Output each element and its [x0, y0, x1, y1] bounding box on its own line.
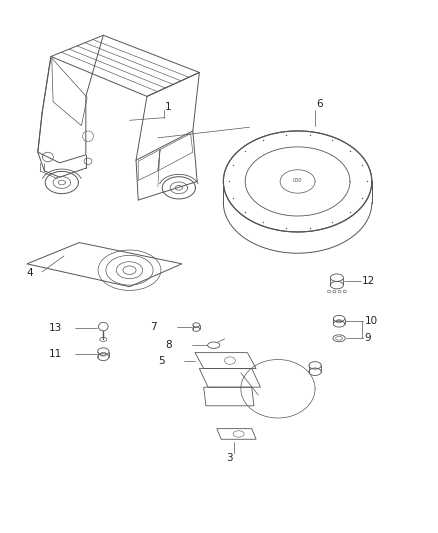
Text: 3: 3: [226, 453, 233, 463]
Text: 11: 11: [49, 349, 62, 359]
Text: 4: 4: [27, 269, 34, 278]
Text: 7: 7: [150, 322, 157, 332]
Text: 8: 8: [166, 340, 173, 350]
Text: 9: 9: [364, 333, 371, 343]
Text: 1: 1: [165, 102, 172, 112]
Text: 5: 5: [158, 356, 165, 366]
Text: 12: 12: [362, 276, 375, 286]
Text: 000: 000: [293, 178, 302, 183]
Text: 10: 10: [364, 316, 378, 326]
Text: 13: 13: [49, 322, 62, 333]
Text: 6: 6: [316, 99, 322, 109]
